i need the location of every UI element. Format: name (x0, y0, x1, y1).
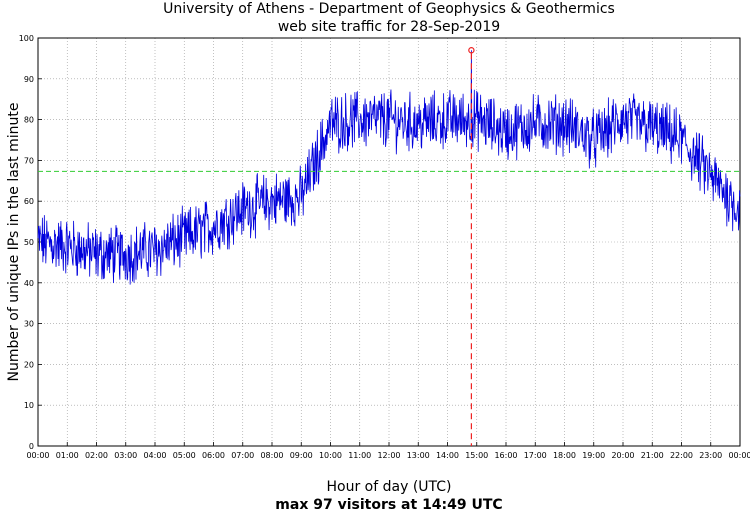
x-tick-label: 00:00 (26, 451, 49, 460)
chart-subtitle: web site traffic for 28-Sep-2019 (278, 19, 500, 35)
x-axis-label: Hour of day (UTC) (327, 479, 452, 495)
x-axis-ticks: 00:00 01:00 02:00 03:00 04:00 05:00 06:00 07:00… (26, 442, 750, 460)
y-tick-label: 10 (24, 401, 34, 410)
x-tick-label: 17:00 (524, 451, 547, 460)
y-tick-label: 100 (19, 34, 34, 43)
x-tick-label: 14:00 (436, 451, 459, 460)
y-tick-label: 40 (24, 279, 34, 288)
y-axis-label: Number of unique IPs in the last minute (6, 103, 22, 382)
x-tick-label: 10:00 (319, 451, 342, 460)
series-visitors-line (37, 50, 741, 285)
x-tick-label: 08:00 (260, 451, 283, 460)
x-tick-label: 19:00 (582, 451, 605, 460)
y-tick-label: 90 (24, 75, 34, 84)
x-tick-label: 00:00 (728, 451, 750, 460)
y-tick-label: 30 (24, 320, 34, 329)
y-tick-label: 0 (29, 442, 34, 451)
x-tick-label: 11:00 (348, 451, 371, 460)
y-tick-label: 80 (24, 116, 34, 125)
x-tick-label: 03:00 (114, 451, 137, 460)
max-visitors-caption: max 97 visitors at 14:49 UTC (275, 497, 502, 511)
y-tick-label: 50 (24, 238, 34, 247)
x-tick-label: 12:00 (377, 451, 400, 460)
x-tick-label: 05:00 (173, 451, 196, 460)
x-tick-label: 20:00 (611, 451, 634, 460)
x-tick-label: 02:00 (85, 451, 108, 460)
x-tick-label: 16:00 (494, 451, 517, 460)
x-tick-label: 01:00 (56, 451, 79, 460)
x-tick-label: 15:00 (465, 451, 488, 460)
x-tick-label: 21:00 (641, 451, 664, 460)
x-tick-label: 09:00 (290, 451, 313, 460)
max-visitors-marker (468, 47, 475, 54)
plot-frame (37, 37, 741, 447)
y-tick-label: 20 (24, 360, 34, 369)
x-tick-label: 07:00 (231, 451, 254, 460)
x-tick-label: 23:00 (699, 451, 722, 460)
y-tick-label: 60 (24, 197, 34, 206)
x-tick-label: 22:00 (670, 451, 693, 460)
y-axis-ticks: 0 10 20 30 40 50 60 70 80 90 100 (19, 34, 42, 451)
x-tick-label: 06:00 (202, 451, 225, 460)
y-tick-label: 70 (24, 156, 34, 165)
x-tick-label: 13:00 (407, 451, 430, 460)
x-tick-label: 04:00 (143, 451, 166, 460)
x-tick-label: 18:00 (553, 451, 576, 460)
chart-title: University of Athens - Department of Geo… (163, 1, 615, 17)
